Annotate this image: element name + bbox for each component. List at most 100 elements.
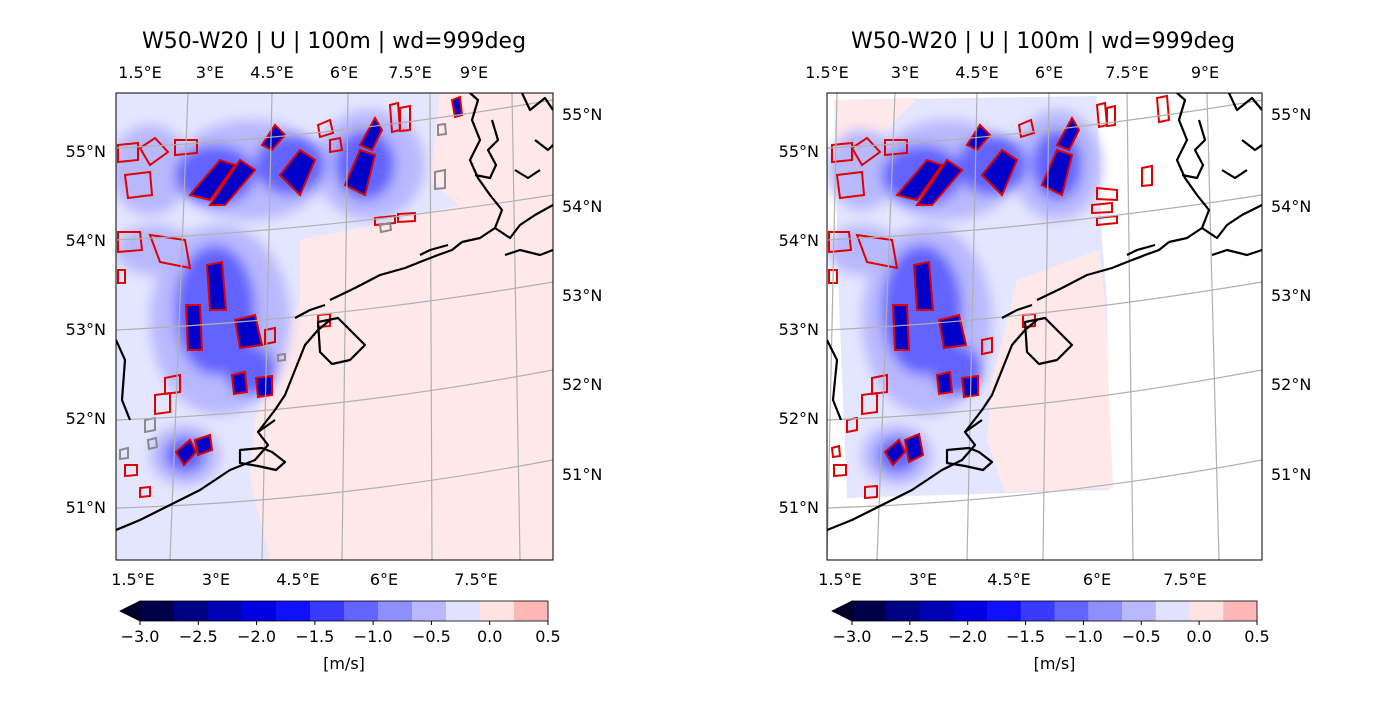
colorbar-bin xyxy=(310,601,345,621)
wind-farm-polygon xyxy=(188,158,237,202)
colorbar-tick-label: −0.5 xyxy=(412,627,451,646)
wind-farm-outline xyxy=(884,139,908,157)
wind-farm-outline xyxy=(1096,186,1118,202)
wind-farm-outline xyxy=(833,464,847,478)
colorbar-bin xyxy=(446,601,481,621)
wind-farm-polygon xyxy=(254,374,273,399)
wind-farm-polygon xyxy=(233,313,264,350)
colorbar-tick-label: −3.0 xyxy=(833,627,872,646)
wind-farm-outline xyxy=(117,231,144,254)
colorbar-bin xyxy=(140,601,175,621)
colorbar-bin xyxy=(1223,601,1258,621)
colorbar-bin xyxy=(1155,601,1190,621)
map-frame xyxy=(115,92,554,561)
colorbar-tick-label: −2.5 xyxy=(890,627,929,646)
wind-farm-outlines xyxy=(117,101,416,499)
lat-label: 54°N xyxy=(1271,197,1311,216)
wind-farm-outline xyxy=(329,136,344,154)
coastline xyxy=(116,93,553,532)
map-figure-right: W50-W20 | U | 100m | wd=999deg xyxy=(779,29,1312,673)
wind-farm-polygon xyxy=(450,95,464,119)
colorbar-bin xyxy=(1189,601,1224,621)
colorbar-bin xyxy=(344,601,379,621)
wind-farm-polygon xyxy=(891,304,911,351)
wind-farm-outline xyxy=(117,141,139,164)
colorbar-extend-arrow xyxy=(831,600,853,622)
wind-farm-polygon xyxy=(343,148,377,197)
positive-diff-region-north xyxy=(430,93,553,215)
wind-farm-outline xyxy=(850,136,882,167)
left-lat-labels: 55°N 54°N 53°N 52°N 51°N xyxy=(779,142,819,517)
wind-farm-polygon xyxy=(980,148,1019,197)
wind-farm-outline xyxy=(117,269,126,284)
lon-label: 7.5°E xyxy=(1163,570,1207,589)
lat-label: 52°N xyxy=(66,409,106,428)
map-panel-right: W50-W20 | U | 100m | wd=999deg xyxy=(687,0,1374,707)
colorbar-tick-label: −2.5 xyxy=(179,627,218,646)
colorbar-bin xyxy=(208,601,243,621)
coastline xyxy=(827,93,1262,532)
lat-label: 53°N xyxy=(779,320,819,339)
bottom-lon-labels: 1.5°E 3°E 4.5°E 6°E 7.5°E xyxy=(111,570,498,589)
colorbar-bin xyxy=(242,601,277,621)
graticule xyxy=(827,93,1262,560)
colorbar-bin xyxy=(852,601,887,621)
map-frame xyxy=(826,92,1263,561)
colorbar: −3.0 −2.5 −2.0 −1.5 −1.0 −0.5 0.0 0.5 [m/s] xyxy=(119,600,561,673)
wind-farm-outline xyxy=(316,118,335,139)
wind-farm-polygon xyxy=(174,438,198,467)
colorbar-tick-label: 0.0 xyxy=(477,627,502,646)
wind-farm-outline xyxy=(1141,164,1153,188)
wind-farm-polygon xyxy=(883,438,907,467)
wind-farm-outline xyxy=(124,464,138,478)
lon-label: 3°E xyxy=(891,63,919,82)
colorbar-bin xyxy=(174,601,209,621)
lon-label: 1.5°E xyxy=(118,63,162,82)
reference-farm-outline xyxy=(119,446,129,461)
lon-label: 6°E xyxy=(1035,63,1063,82)
lon-label: 1.5°E xyxy=(818,570,862,589)
wind-farm-outline xyxy=(835,170,866,200)
colorbar-bin xyxy=(953,601,988,621)
colorbar-tick-label: 0.5 xyxy=(535,627,560,646)
top-lon-labels: 1.5°E 3°E 4.5°E 6°E 7.5°E 9°E xyxy=(805,63,1219,82)
reference-farm-outline xyxy=(146,436,159,451)
reference-farm-outline xyxy=(437,122,448,137)
colorbar-bin xyxy=(1122,601,1157,621)
colorbar-bin xyxy=(1020,601,1055,621)
colorbar-tick-label: −3.0 xyxy=(121,627,160,646)
wind-farm-outline xyxy=(1155,94,1171,124)
lon-label: 7.5°E xyxy=(388,63,432,82)
wind-farm-polygon xyxy=(278,148,317,197)
wind-farm-outline xyxy=(830,444,842,459)
lon-label: 4.5°E xyxy=(987,570,1031,589)
lon-label: 7.5°E xyxy=(1105,63,1149,82)
wind-farm-outline xyxy=(374,214,396,227)
wind-farm-outline xyxy=(831,141,853,164)
colorbar: −3.0 −2.5 −2.0 −1.5 −1.0 −0.5 0.0 0.5 [m/s] xyxy=(831,600,1270,673)
colorbar-bin xyxy=(378,601,413,621)
lon-label: 6°E xyxy=(1083,570,1111,589)
map-area xyxy=(827,93,1262,560)
colorbar-bin xyxy=(412,601,447,621)
lat-label: 55°N xyxy=(1271,105,1311,124)
wind-farm-polygon xyxy=(895,158,944,202)
wind-farm-outline xyxy=(981,336,993,356)
lat-label: 53°N xyxy=(562,286,602,305)
bottom-lon-labels: 1.5°E 3°E 4.5°E 6°E 7.5°E xyxy=(818,570,1207,589)
colorbar-tick-label: −2.0 xyxy=(948,627,987,646)
colorbar-label: [m/s] xyxy=(1034,654,1076,673)
lon-label: 9°E xyxy=(460,63,488,82)
wind-farm-polygon xyxy=(960,374,979,399)
wind-farm-outline xyxy=(861,391,878,416)
colorbar-extend-arrow xyxy=(119,600,141,622)
wind-farm-outline xyxy=(1091,201,1113,215)
lat-label: 52°N xyxy=(562,375,602,394)
lon-label: 1.5°E xyxy=(805,63,849,82)
colorbar-bin xyxy=(480,601,515,621)
colorbar-tick-label: 0.0 xyxy=(1186,627,1211,646)
wind-farm-cores xyxy=(883,115,1081,467)
reference-farm-outline xyxy=(277,352,286,363)
wind-farm-polygon xyxy=(1040,148,1074,197)
lat-label: 55°N xyxy=(66,142,106,161)
